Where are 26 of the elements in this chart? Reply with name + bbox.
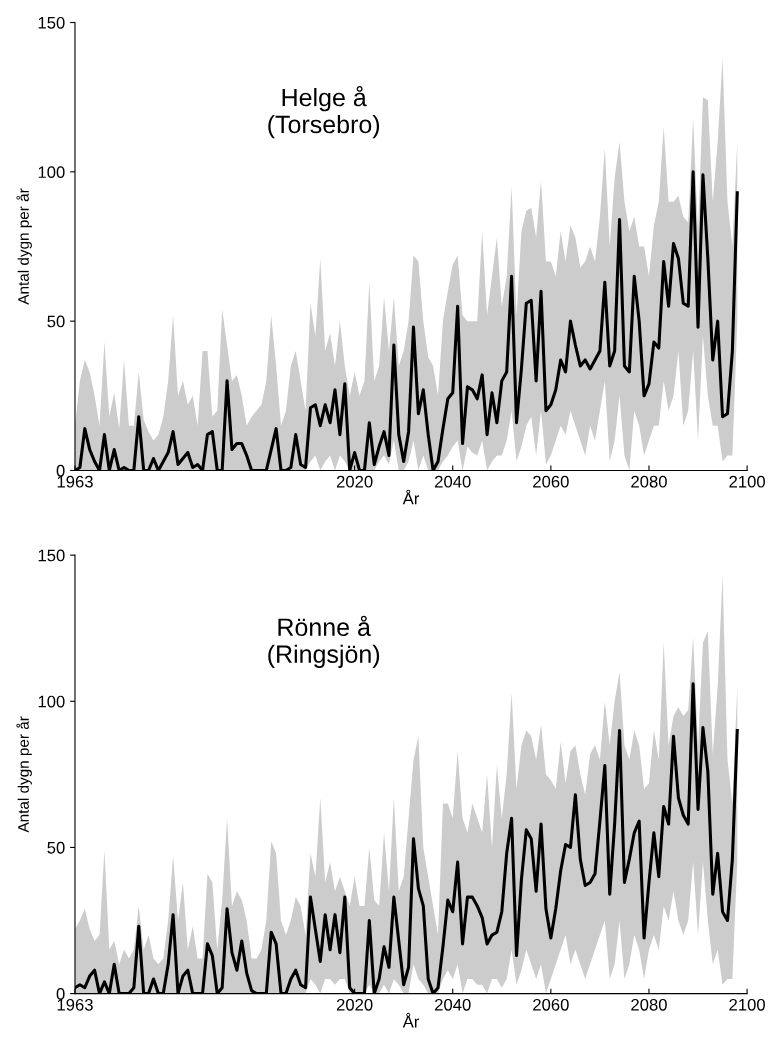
x-tick-label: 2040 xyxy=(435,998,471,1011)
y-tick-label: 150 xyxy=(38,16,65,29)
annotation: Helge å (Torsebro) xyxy=(268,85,380,139)
x-axis-title: År xyxy=(402,489,420,505)
x-tick-label: 1963 xyxy=(57,475,93,488)
x-tick-label: 1963 xyxy=(57,998,93,1011)
y-tick-label: 150 xyxy=(38,549,65,562)
y-tick-label: 100 xyxy=(38,166,65,179)
y-tick-label: 0 xyxy=(56,987,65,1000)
y-tick-label: 0 xyxy=(56,464,65,477)
y-axis-title: Antal dygn per år xyxy=(16,716,32,833)
x-tick-label: 2080 xyxy=(631,998,667,1011)
x-axis-title: År xyxy=(402,1012,420,1028)
y-tick-label: 50 xyxy=(47,841,65,854)
x-tick-label: 2020 xyxy=(336,475,373,488)
y-axis-title: Antal dygn per år xyxy=(16,188,32,305)
y-tick-label: 50 xyxy=(47,315,65,328)
x-tick-label: 2020 xyxy=(336,998,373,1011)
y-tick-label: 100 xyxy=(38,695,65,708)
x-tick-label: 2060 xyxy=(533,475,569,488)
x-tick-label: 2040 xyxy=(435,475,471,488)
x-tick-label: 2100 xyxy=(729,998,765,1011)
x-tick-label: 2060 xyxy=(533,998,569,1011)
x-tick-label: 2100 xyxy=(729,475,765,488)
x-tick-label: 2080 xyxy=(631,475,667,488)
annotation: Rönne å (Ringsjön) xyxy=(268,615,380,668)
